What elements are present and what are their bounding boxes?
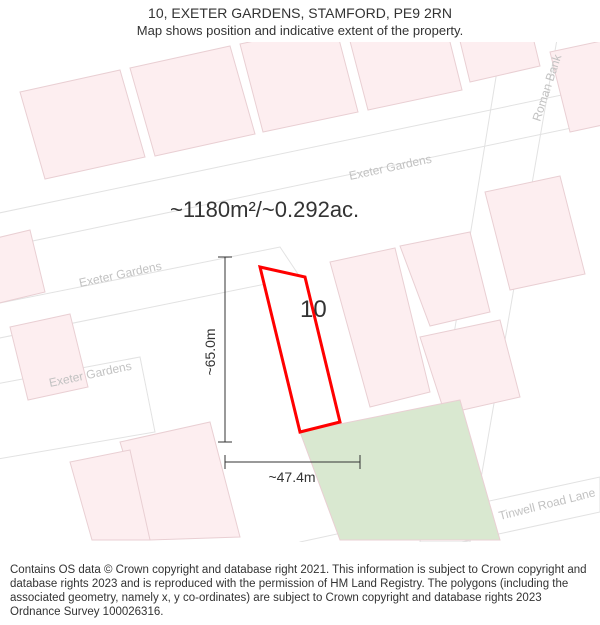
- area-label: ~1180m²/~0.292ac.: [170, 197, 359, 222]
- map: Exeter GardensExeter GardensExeter Garde…: [0, 42, 600, 542]
- height-label: ~65.0m: [202, 328, 218, 375]
- page-title: 10, EXETER GARDENS, STAMFORD, PE9 2RN: [0, 4, 600, 22]
- header: 10, EXETER GARDENS, STAMFORD, PE9 2RN Ma…: [0, 4, 600, 39]
- property-number: 10: [300, 296, 327, 323]
- width-label: ~47.4m: [268, 469, 315, 485]
- map-svg: Exeter GardensExeter GardensExeter Garde…: [0, 42, 600, 542]
- footer-text: Contains OS data © Crown copyright and d…: [10, 563, 590, 619]
- page-subtitle: Map shows position and indicative extent…: [0, 22, 600, 39]
